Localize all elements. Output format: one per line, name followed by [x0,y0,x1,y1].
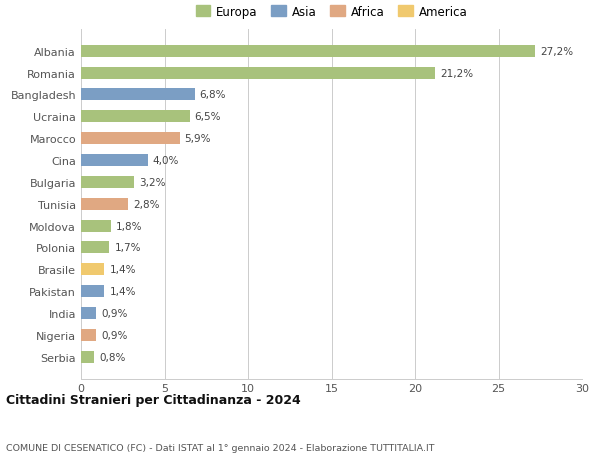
Text: 6,5%: 6,5% [194,112,221,122]
Bar [81,242,109,254]
Text: 0,9%: 0,9% [101,308,127,318]
Text: 1,4%: 1,4% [109,265,136,274]
Bar [81,111,190,123]
Bar [81,198,128,210]
Bar [81,67,435,79]
Text: 1,7%: 1,7% [115,243,141,253]
Text: 21,2%: 21,2% [440,68,473,78]
Text: Cittadini Stranieri per Cittadinanza - 2024: Cittadini Stranieri per Cittadinanza - 2… [6,393,301,406]
Bar [81,155,148,167]
Text: 1,4%: 1,4% [109,286,136,297]
Text: 0,9%: 0,9% [101,330,127,340]
Bar [81,307,96,319]
Text: 3,2%: 3,2% [139,178,166,187]
Text: 5,9%: 5,9% [185,134,211,144]
Text: 1,8%: 1,8% [116,221,143,231]
Legend: Europa, Asia, Africa, America: Europa, Asia, Africa, America [191,1,472,23]
Text: 27,2%: 27,2% [540,47,574,56]
Text: 6,8%: 6,8% [200,90,226,100]
Bar [81,133,179,145]
Bar [81,329,96,341]
Bar [81,220,111,232]
Text: 4,0%: 4,0% [153,156,179,166]
Bar [81,351,94,363]
Text: 2,8%: 2,8% [133,199,159,209]
Bar [81,46,535,58]
Bar [81,90,194,101]
Bar [81,176,134,189]
Text: COMUNE DI CESENATICO (FC) - Dati ISTAT al 1° gennaio 2024 - Elaborazione TUTTITA: COMUNE DI CESENATICO (FC) - Dati ISTAT a… [6,443,434,452]
Bar [81,285,104,297]
Text: 0,8%: 0,8% [100,352,126,362]
Bar [81,263,104,276]
